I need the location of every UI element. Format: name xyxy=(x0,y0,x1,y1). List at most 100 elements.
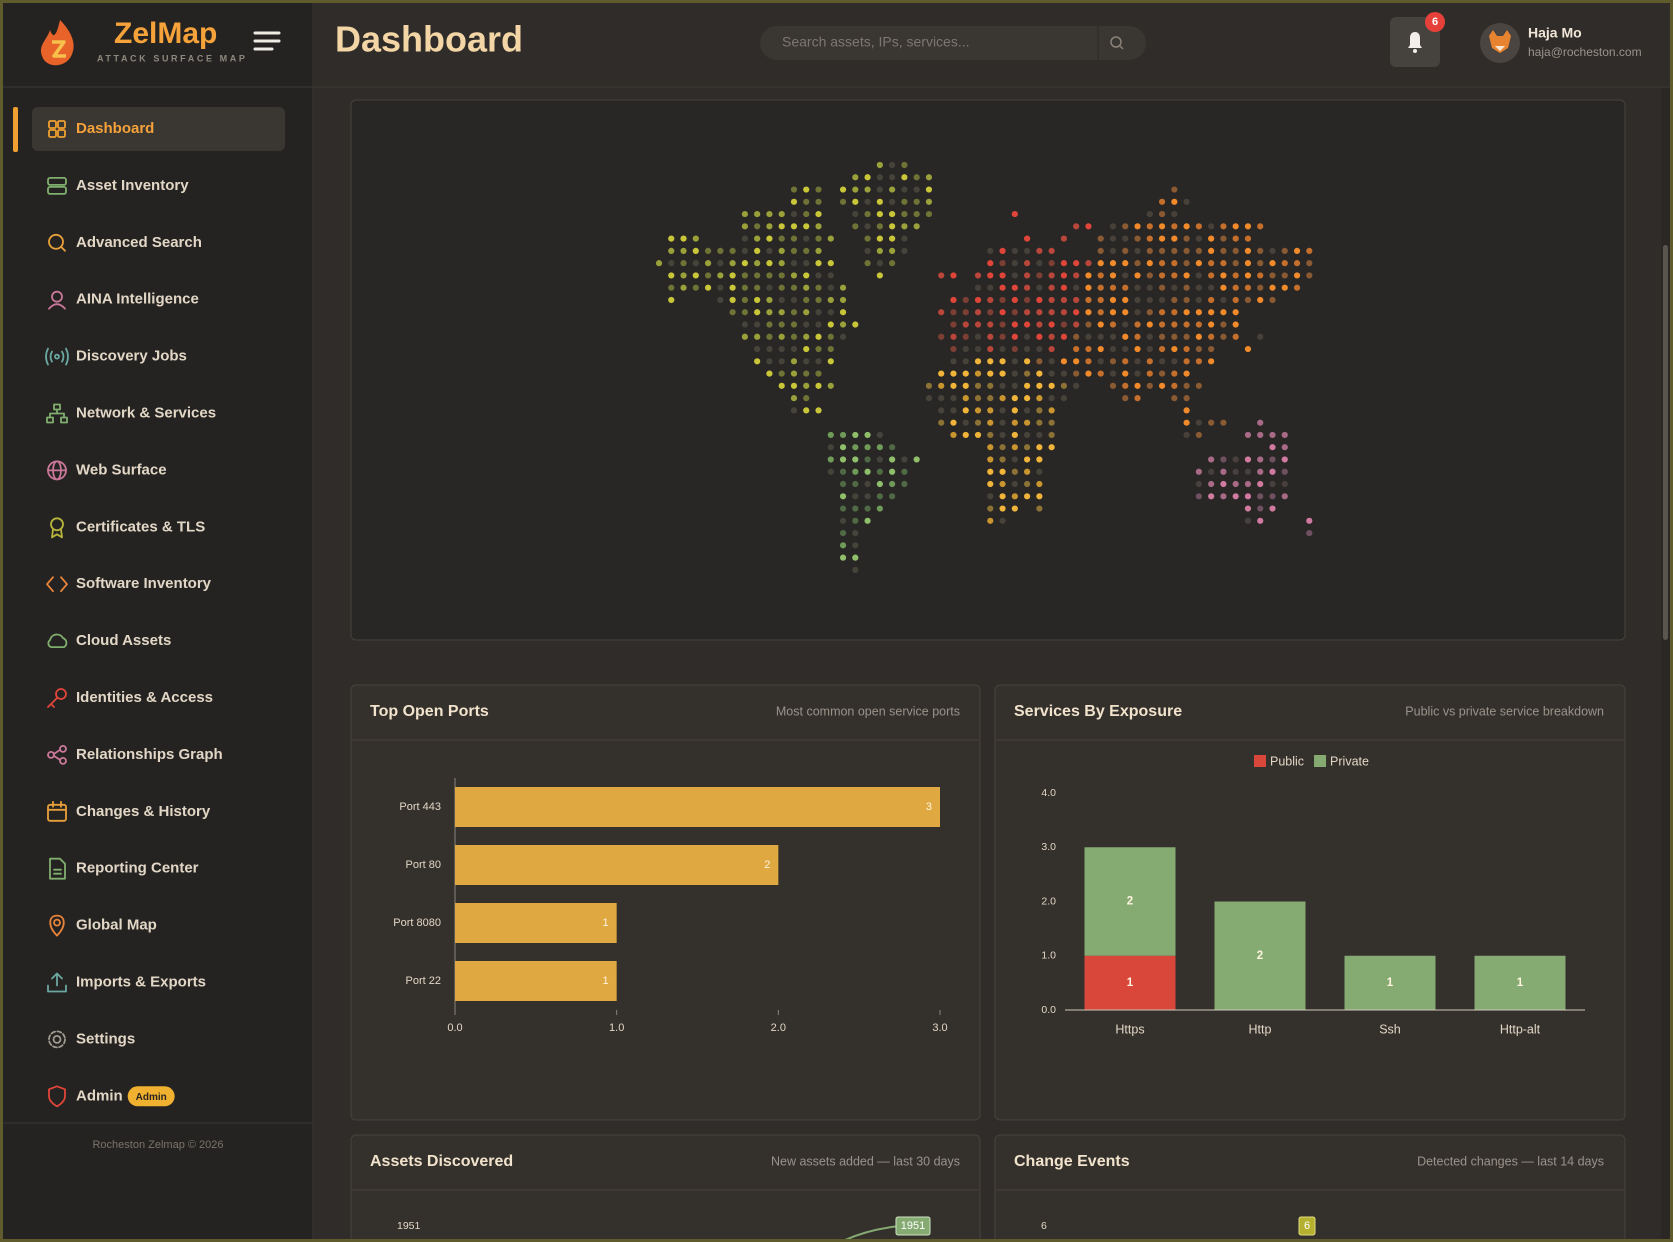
map-dot xyxy=(1208,456,1215,463)
map-dot xyxy=(1011,395,1018,402)
map-dot xyxy=(754,235,761,242)
map-dot xyxy=(1269,493,1276,500)
map-dot xyxy=(1085,296,1092,304)
map-dot xyxy=(852,566,859,574)
map-dot xyxy=(974,370,982,377)
map-dot xyxy=(692,260,699,267)
map-card xyxy=(350,99,1626,641)
map-dot xyxy=(962,419,969,426)
nav-label: Cloud Assets xyxy=(76,632,171,649)
map-dot xyxy=(717,247,724,254)
map-dot xyxy=(1048,370,1055,377)
map-dot xyxy=(1073,260,1080,267)
icon-part xyxy=(47,972,67,993)
map-dot xyxy=(876,174,883,181)
map-dot xyxy=(1281,260,1288,267)
map-dot xyxy=(778,333,785,340)
map-dot xyxy=(1232,284,1239,291)
map-dot xyxy=(766,333,773,340)
map-dot xyxy=(1097,333,1104,340)
map-dot xyxy=(987,247,994,254)
map-dot xyxy=(864,468,871,475)
map-dot xyxy=(668,284,675,291)
user-menu[interactable]: Haja Mo haja@rocheston.com xyxy=(1480,23,1642,63)
map-dot xyxy=(1293,272,1301,279)
map-dot xyxy=(1011,370,1018,377)
map-dot xyxy=(778,284,785,291)
map-dot xyxy=(1048,247,1055,254)
search-box[interactable] xyxy=(760,26,1146,60)
nav-icon xyxy=(48,120,66,138)
map-dot xyxy=(1134,296,1141,304)
card-subtitle: Detected changes — last 14 days xyxy=(1417,1154,1604,1168)
map-dot xyxy=(876,161,883,169)
map-dot xyxy=(1060,296,1068,304)
map-dot xyxy=(987,407,994,414)
map-dot xyxy=(1158,235,1166,242)
map-dot xyxy=(1281,468,1288,475)
map-dot xyxy=(1060,309,1068,316)
nav-icon xyxy=(47,460,67,481)
map-dot xyxy=(1183,235,1190,242)
map-dot xyxy=(1109,345,1117,353)
map-dot xyxy=(1306,247,1313,254)
map-dot xyxy=(1060,382,1068,389)
map-dot xyxy=(889,235,896,242)
map-dot xyxy=(1171,309,1178,316)
map-dot xyxy=(803,247,810,254)
map-dot xyxy=(1195,358,1202,365)
chart-card xyxy=(350,684,981,1121)
map-dot xyxy=(766,260,773,267)
map-dot xyxy=(1244,517,1252,524)
map-dot xyxy=(815,198,822,205)
map-dot xyxy=(1109,370,1117,377)
logo[interactable] xyxy=(40,20,74,66)
map-dot xyxy=(1109,358,1117,365)
menu-toggle[interactable] xyxy=(253,31,281,51)
map-dot xyxy=(815,345,822,353)
map-dot xyxy=(1036,419,1043,426)
nav-item[interactable] xyxy=(32,904,285,948)
map-dot xyxy=(1244,493,1252,500)
map-dot xyxy=(1048,358,1055,365)
nav-icon xyxy=(46,576,68,593)
search-icon[interactable] xyxy=(1110,36,1122,48)
map-dot xyxy=(1011,260,1018,267)
map-dot xyxy=(1183,370,1190,377)
scrollbar-thumb[interactable] xyxy=(1663,245,1668,640)
icon-part xyxy=(47,176,67,186)
nav-item[interactable] xyxy=(32,1017,285,1061)
map-dot xyxy=(1097,247,1104,254)
map-dot xyxy=(1073,296,1080,304)
map-dot xyxy=(1109,223,1117,230)
nav-label: Changes & History xyxy=(76,803,211,820)
map-dot xyxy=(1024,493,1031,500)
map-dot xyxy=(1060,260,1068,267)
map-dot xyxy=(1134,272,1141,279)
map-dot xyxy=(987,272,994,279)
scrollbar[interactable] xyxy=(1661,88,1671,1242)
map-dot xyxy=(962,370,969,377)
notifications[interactable]: 6 xyxy=(1390,12,1445,67)
map-dot xyxy=(1011,407,1018,414)
map-dot xyxy=(839,186,847,193)
map-dot xyxy=(1060,272,1068,279)
search[interactable]: Search assets, IPs, services... xyxy=(760,26,1146,60)
map-dot xyxy=(1195,419,1202,426)
brand: ZelMap xyxy=(114,17,217,50)
map-dot xyxy=(1024,456,1031,463)
map-dot xyxy=(1097,309,1104,316)
map-dot xyxy=(790,382,798,389)
map-dot xyxy=(925,210,933,218)
map-dot xyxy=(1024,333,1031,340)
map-dot xyxy=(901,235,908,242)
map-dot xyxy=(1158,358,1166,365)
nav-label: Settings xyxy=(76,1030,135,1047)
map-dot xyxy=(1011,382,1018,389)
map-dot xyxy=(1073,321,1080,328)
map-dot xyxy=(1257,505,1264,512)
map-dot xyxy=(1134,382,1141,389)
card-title: Top Open Ports xyxy=(370,703,489,720)
map-dot xyxy=(1036,407,1043,414)
nav-item[interactable] xyxy=(32,107,285,151)
